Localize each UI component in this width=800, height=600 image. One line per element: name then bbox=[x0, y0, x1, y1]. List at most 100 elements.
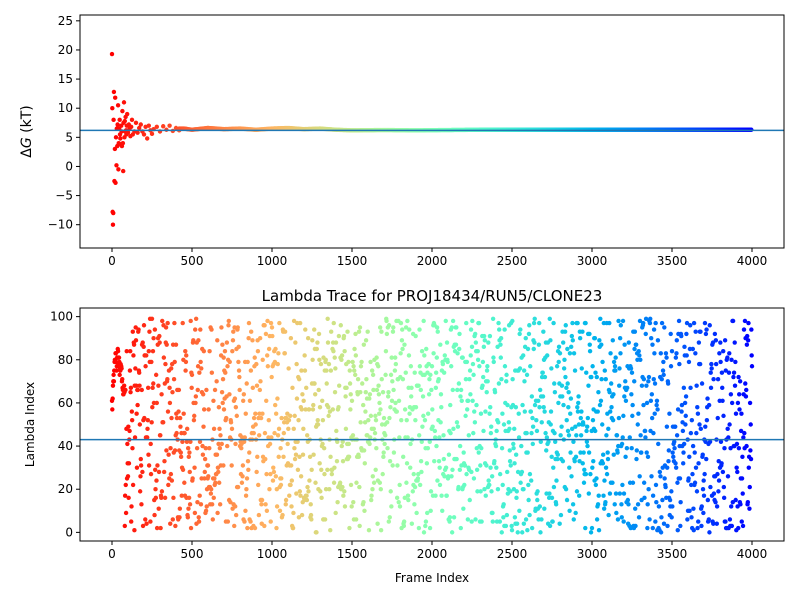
lambda-point bbox=[731, 374, 736, 380]
lambda-point bbox=[142, 415, 147, 421]
lambda-point bbox=[342, 504, 348, 509]
lambda-point bbox=[292, 456, 298, 462]
lambda-point bbox=[265, 318, 270, 324]
lambda-point bbox=[128, 385, 134, 391]
lambda-point bbox=[554, 364, 560, 369]
lambda-point bbox=[254, 383, 260, 388]
lambda-point bbox=[241, 392, 247, 397]
lambda-point bbox=[721, 484, 727, 490]
y-tick-label: 0 bbox=[65, 525, 73, 539]
lambda-point bbox=[465, 398, 471, 403]
lambda-point bbox=[353, 372, 358, 378]
lambda-point bbox=[307, 454, 313, 460]
lambda-point bbox=[317, 357, 322, 362]
lambda-point bbox=[711, 491, 717, 496]
lambda-point bbox=[586, 491, 591, 496]
lambda-point bbox=[604, 433, 609, 438]
lambda-point bbox=[276, 351, 281, 356]
lambda-point bbox=[192, 510, 198, 516]
lambda-point bbox=[514, 521, 520, 526]
lambda-point bbox=[176, 409, 181, 414]
lambda-point bbox=[254, 361, 259, 367]
lambda-point bbox=[685, 517, 690, 522]
lambda-point bbox=[316, 387, 321, 393]
lambda-point bbox=[703, 331, 709, 337]
y-tick-label: 20 bbox=[58, 43, 73, 57]
lambda-point bbox=[605, 450, 610, 455]
lambda-point bbox=[573, 510, 578, 516]
lambda-point bbox=[152, 327, 158, 332]
lambda-point bbox=[348, 482, 354, 488]
lambda-point bbox=[697, 361, 703, 367]
lambda-point bbox=[588, 530, 594, 535]
lambda-point bbox=[177, 415, 183, 421]
lambda-point bbox=[135, 402, 140, 408]
lambda-point bbox=[446, 474, 451, 479]
lambda-point bbox=[552, 430, 557, 436]
lambda-point bbox=[729, 504, 734, 509]
lambda-point bbox=[420, 424, 425, 429]
lambda-point bbox=[130, 446, 135, 451]
lambda-point bbox=[299, 512, 305, 518]
lambda-point bbox=[637, 353, 642, 358]
lambda-point bbox=[432, 428, 438, 434]
lambda-trace-chart: Lambda Trace for PROJ18434/RUN5/CLONE23 … bbox=[23, 287, 785, 585]
delta-g-point bbox=[113, 95, 118, 100]
lambda-point bbox=[342, 489, 347, 494]
lambda-point bbox=[412, 370, 417, 375]
lambda-point bbox=[218, 433, 223, 438]
lambda-point bbox=[126, 461, 132, 466]
lambda-point bbox=[540, 370, 545, 375]
lambda-point bbox=[719, 370, 725, 375]
lambda-point bbox=[143, 517, 148, 522]
lambda-point bbox=[525, 450, 530, 455]
lambda-point bbox=[449, 474, 454, 479]
lambda-point bbox=[747, 400, 753, 406]
lambda-point bbox=[115, 348, 121, 354]
lambda-point bbox=[562, 329, 568, 334]
lambda-point bbox=[502, 327, 507, 332]
lambda-point bbox=[352, 368, 357, 373]
lambda-point bbox=[138, 456, 143, 462]
lambda-point bbox=[659, 515, 664, 520]
lambda-point bbox=[421, 318, 426, 324]
lambda-point bbox=[549, 454, 554, 460]
lambda-point bbox=[575, 405, 580, 410]
lambda-point bbox=[326, 413, 331, 419]
lambda-point bbox=[234, 413, 239, 419]
lambda-point bbox=[669, 489, 674, 494]
lambda-point bbox=[558, 433, 563, 438]
lambda-point bbox=[619, 515, 624, 520]
lambda-point bbox=[653, 519, 658, 524]
lambda-point bbox=[552, 381, 557, 386]
lambda-point bbox=[745, 499, 751, 505]
lambda-point bbox=[327, 487, 332, 492]
lambda-point bbox=[138, 474, 143, 479]
lambda-point bbox=[549, 495, 555, 501]
lambda-point bbox=[283, 497, 289, 503]
lambda-point bbox=[608, 409, 613, 414]
lambda-point bbox=[530, 424, 536, 429]
lambda-point bbox=[409, 385, 414, 391]
lambda-point bbox=[413, 333, 418, 339]
lambda-point bbox=[195, 499, 200, 505]
lambda-point bbox=[722, 338, 728, 343]
lambda-point bbox=[571, 351, 577, 356]
lambda-point bbox=[629, 370, 635, 375]
lambda-point bbox=[572, 458, 577, 464]
lambda-point bbox=[171, 376, 177, 382]
lambda-point bbox=[510, 318, 515, 324]
lambda-point bbox=[628, 366, 634, 371]
x-tick-label: 4000 bbox=[737, 254, 768, 268]
lambda-point bbox=[637, 474, 642, 479]
lambda-point bbox=[304, 493, 309, 498]
lambda-point bbox=[727, 351, 732, 356]
lambda-point bbox=[536, 398, 541, 403]
lambda-point bbox=[467, 368, 473, 373]
lambda-point bbox=[646, 379, 651, 384]
lambda-point bbox=[708, 385, 714, 391]
lambda-point bbox=[656, 441, 661, 447]
lambda-point bbox=[173, 342, 179, 347]
lambda-point bbox=[331, 320, 336, 326]
lambda-point bbox=[412, 484, 418, 490]
